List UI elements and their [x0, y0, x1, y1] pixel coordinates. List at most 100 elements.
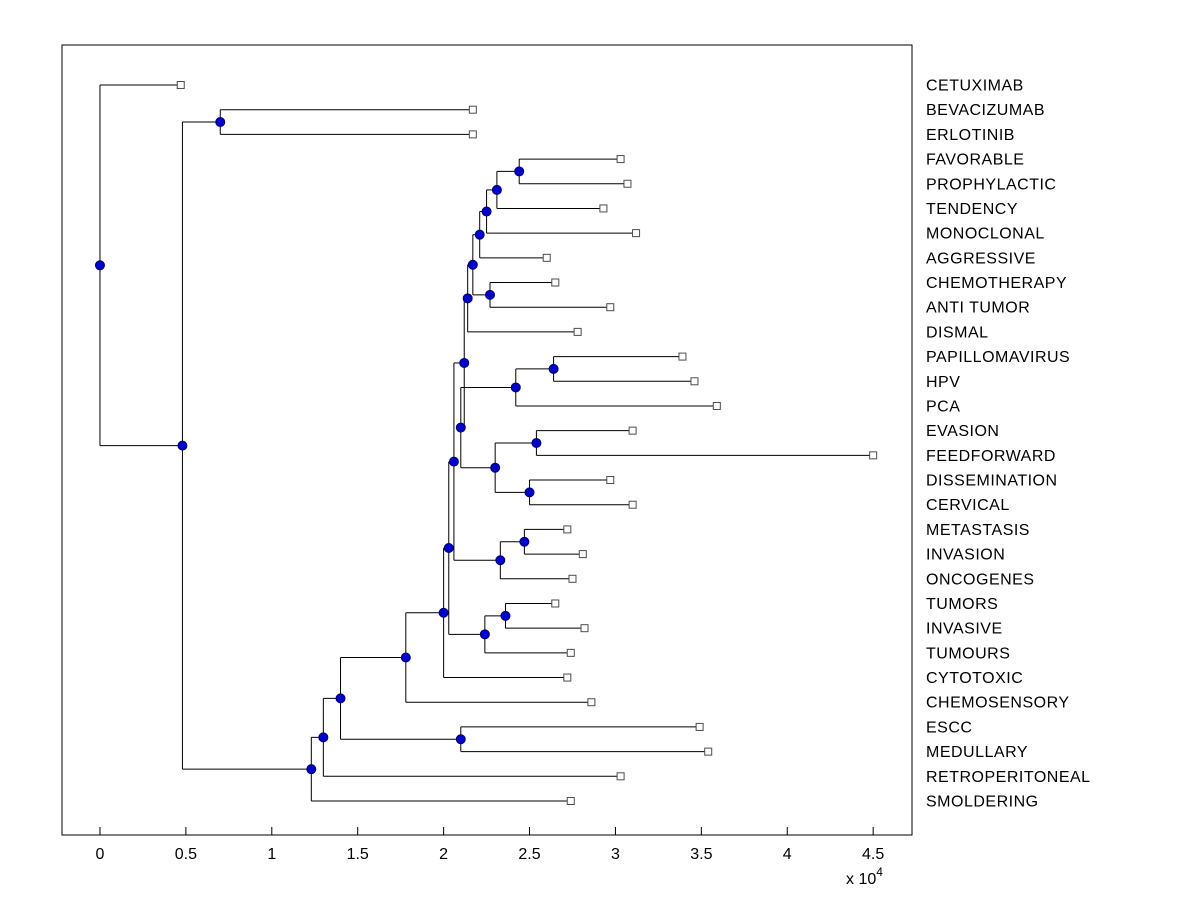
leaf-label: CETUXIMAB [926, 78, 1024, 95]
branch-node-dot [479, 629, 490, 640]
leaf-label: FEEDFORWARD [926, 448, 1056, 465]
leaf-node-square [628, 426, 637, 435]
branch-node-dot [495, 555, 506, 566]
leaf-node-square [599, 204, 608, 213]
leaf-node-square [632, 229, 641, 238]
x-tick-label: 3 [611, 846, 620, 863]
x-tick-label: 1 [267, 846, 276, 863]
leaf-label: ERLOTINIB [926, 127, 1015, 144]
leaf-label: EVASION [926, 423, 999, 440]
leaf-node-square [869, 451, 878, 460]
branch-node-dot [485, 289, 496, 300]
leaf-node-square [628, 500, 637, 509]
x-axis-exponent-label: x 104 [846, 865, 883, 888]
branch-node-dot [177, 440, 188, 451]
x-tick-label: 4 [783, 846, 792, 863]
leaf-node-square [606, 476, 615, 485]
leaf-node-square [616, 155, 625, 164]
leaf-label: METASTASIS [926, 522, 1030, 539]
x-tick-label: 4.5 [862, 846, 884, 863]
branch-node-dot [215, 117, 226, 128]
leaf-label: TENDENCY [926, 201, 1018, 218]
branch-node-dot [481, 206, 492, 217]
leaf-node-square [580, 624, 589, 633]
leaf-label: RETROPERITONEAL [926, 769, 1091, 786]
leaf-label: DISSEMINATION [926, 473, 1058, 490]
leaf-node-square [616, 772, 625, 781]
branch-node-dot [514, 166, 525, 177]
branch-node-dot [510, 382, 521, 393]
leaf-label: PCA [926, 398, 960, 415]
leaf-node-square [468, 105, 477, 114]
axes-box [61, 44, 913, 836]
leaf-label: SMOLDERING [926, 794, 1039, 811]
branch-node-dot [500, 610, 511, 621]
leaf-node-square [563, 673, 572, 682]
leaf-label: ESCC [926, 719, 972, 736]
branch-node-dot [531, 438, 542, 448]
branch-node-dot [524, 487, 535, 498]
leaf-label: AGGRESSIVE [926, 250, 1036, 267]
x-tick-label: 1.5 [347, 846, 369, 863]
branch-node-dot [400, 652, 411, 663]
leaf-label: ONCOGENES [926, 571, 1035, 588]
leaf-label: ANTI TUMOR [926, 300, 1030, 317]
x-tick-label: 3.5 [690, 846, 712, 863]
branch-node-dot [462, 293, 473, 304]
leaf-node-square [712, 401, 721, 410]
leaf-label: INVASION [926, 547, 1005, 564]
leaf-node-square [551, 599, 560, 608]
leaf-node-square [690, 377, 699, 386]
leaf-node-square [468, 130, 477, 139]
leaf-label: MEDULLARY [926, 744, 1028, 761]
leaf-label: CHEMOSENSORY [926, 695, 1070, 712]
branch-node-dot [455, 734, 466, 745]
leaf-node-square [704, 747, 713, 756]
leaf-label: CYTOTOXIC [926, 670, 1023, 687]
branch-node-dot [455, 422, 466, 433]
branch-node-dot [548, 363, 559, 374]
x-tick-label: 0.5 [175, 846, 197, 863]
leaf-label: TUMORS [926, 596, 998, 613]
branch-node-dot [438, 607, 449, 618]
leaf-label: INVASIVE [926, 621, 1003, 638]
branch-node-dot [443, 542, 454, 553]
leaf-node-square [695, 722, 704, 731]
leaf-label: DISMAL [926, 324, 989, 341]
leaf-node-square [678, 352, 687, 361]
x-tick-label: 0 [96, 846, 105, 863]
branch-node-dot [318, 732, 329, 743]
branch-node-dot [448, 456, 459, 467]
leaf-label: BEVACIZUMAB [926, 102, 1045, 119]
leaf-node-square [587, 698, 596, 707]
leaf-node-square [563, 525, 572, 534]
branch-node-dot [467, 259, 478, 270]
leaf-label: PROPHYLACTIC [926, 176, 1056, 193]
branch-node-dot [519, 536, 530, 547]
leaf-label: MONOCLONAL [926, 226, 1045, 243]
branch-node-dot [306, 764, 317, 775]
leaf-label: CHEMOTHERAPY [926, 275, 1067, 292]
leaf-node-square [573, 327, 582, 336]
leaf-node-square [623, 179, 632, 188]
branch-node-dot [490, 462, 501, 473]
branch-node-dot [335, 693, 346, 704]
branch-node-dot [474, 229, 485, 240]
leaf-node-square [176, 81, 185, 89]
branch-node-dot [491, 184, 502, 195]
leaf-label: PAPILLOMAVIRUS [926, 349, 1070, 366]
branch-node-dot [459, 357, 470, 368]
leaf-node-square [551, 278, 560, 287]
leaf-node-square [568, 574, 577, 583]
x-tick-label: 2.5 [518, 846, 540, 863]
leaf-node-square [578, 550, 587, 559]
leaf-node-square [542, 253, 551, 262]
leaf-node-square [606, 303, 615, 312]
leaf-node-square [566, 648, 575, 657]
x-tick-label: 2 [439, 846, 448, 863]
leaf-label: TUMOURS [926, 645, 1010, 662]
leaf-label: HPV [926, 374, 960, 391]
leaf-label: CERVICAL [926, 497, 1010, 514]
